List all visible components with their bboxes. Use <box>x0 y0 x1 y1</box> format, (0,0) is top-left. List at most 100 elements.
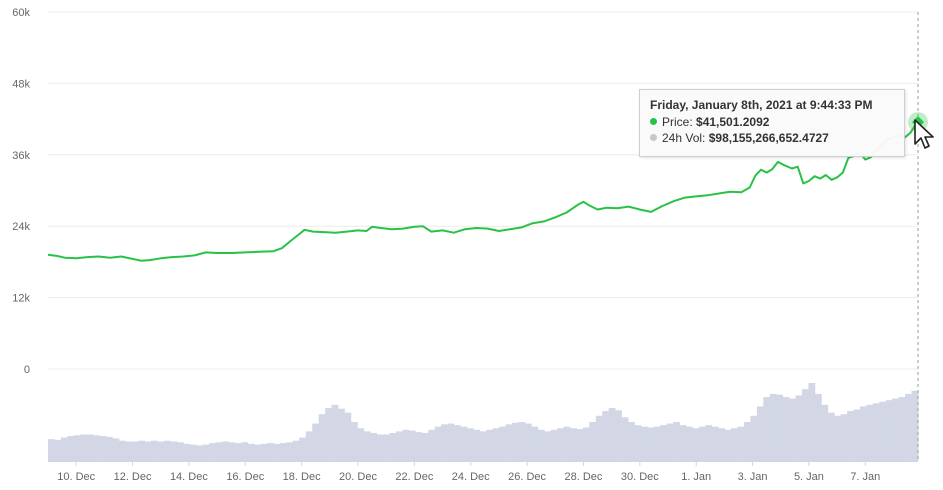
volume-bar <box>621 417 629 461</box>
volume-bar <box>189 444 197 461</box>
volume-bar <box>138 440 146 461</box>
volume-bar <box>744 422 751 461</box>
volume-bar <box>170 441 178 461</box>
volume-bar <box>898 397 906 461</box>
x-tick-label: 12. Dec <box>114 471 152 483</box>
volume-bar <box>505 424 513 461</box>
volume-bar <box>357 428 365 461</box>
volume-bar <box>634 425 642 461</box>
volume-bar <box>737 426 745 461</box>
volume-bar <box>653 426 661 461</box>
volume-bar <box>434 426 442 461</box>
volume-bar <box>67 436 75 461</box>
volume-bar <box>492 428 500 461</box>
volume-bar <box>834 415 842 461</box>
volume-bar <box>441 424 448 461</box>
y-tick-label: 12k <box>12 293 30 305</box>
volume-bar <box>267 443 274 461</box>
x-tick-label: 3. Jan <box>738 471 768 483</box>
volume-bar <box>724 429 732 461</box>
volume-bar <box>763 397 771 461</box>
volume-bar <box>273 443 281 461</box>
volume-bar <box>93 435 100 461</box>
volume-dot-icon <box>650 134 657 141</box>
volume-bar <box>537 429 545 461</box>
volume-bar <box>866 404 874 461</box>
volume-bar <box>338 408 345 461</box>
volume-bar <box>711 426 719 461</box>
volume-bar <box>499 426 506 461</box>
volume-bar <box>350 422 358 461</box>
volume-bar <box>692 428 700 461</box>
volume-bar <box>576 429 584 461</box>
volume-bar <box>802 389 809 461</box>
volume-bar <box>215 442 223 461</box>
volume-bar <box>479 431 487 461</box>
volume-bar <box>769 393 777 461</box>
volume-bar <box>756 406 764 461</box>
volume-bar <box>905 393 912 461</box>
volume-bar <box>428 429 436 461</box>
volume-bar <box>686 426 693 461</box>
volume-bar <box>164 440 171 461</box>
volume-bar <box>679 425 687 461</box>
volume-bar <box>234 443 242 461</box>
volume-bar <box>660 425 668 461</box>
volume-bar <box>466 428 474 461</box>
volume-bar <box>318 414 326 461</box>
volume-bar <box>202 444 210 461</box>
volume-bar <box>563 426 571 461</box>
volume-bar <box>892 398 900 461</box>
volume-bar <box>60 437 68 461</box>
volume-bar <box>151 440 158 461</box>
volume-bar <box>312 423 320 461</box>
x-axis: 10. Dec 12. Dec 14. Dec 16. Dec 18. Dec 20. D… <box>48 461 918 483</box>
x-tick-label: 20. Dec <box>339 471 377 483</box>
volume-bar <box>911 390 919 461</box>
volume-bar <box>486 429 494 461</box>
volume-bar <box>402 429 410 461</box>
volume-bar <box>73 435 81 461</box>
volume-bar <box>344 412 352 461</box>
price-tooltip: Friday, January 8th, 2021 at 9:44:33 PM … <box>639 89 905 157</box>
price-dot-icon <box>650 118 657 125</box>
volume-bar <box>698 426 706 461</box>
volume-bar <box>782 397 790 461</box>
x-tick-label: 1. Jan <box>681 471 711 483</box>
volume-bar <box>827 412 835 461</box>
y-tick-label: 36k <box>12 150 30 162</box>
volume-bar <box>241 442 249 461</box>
tooltip-price-label: Price: <box>662 115 693 129</box>
volume-bar <box>640 426 648 461</box>
volume-bar <box>460 426 468 461</box>
tooltip-price-row: Price: $41,501.2092 <box>650 114 894 130</box>
grid-lines <box>48 11 918 370</box>
volume-bar <box>80 434 88 461</box>
tooltip-title: Friday, January 8th, 2021 at 9:44:33 PM <box>650 98 873 112</box>
y-tick-label: 60k <box>12 7 30 19</box>
volume-bar <box>750 415 758 461</box>
volume-bar <box>582 427 590 461</box>
volume-bar <box>524 423 532 461</box>
volume-bar <box>557 428 564 461</box>
volume-bar <box>673 422 680 461</box>
volume-bar <box>776 394 784 461</box>
volume-bar <box>518 422 526 461</box>
volume-bar <box>415 432 423 461</box>
x-tick-label: 7. Jan <box>850 471 880 483</box>
tooltip-price-value: $41,501.2092 <box>696 115 770 129</box>
volume-bar <box>840 414 848 461</box>
x-tick-label: 22. Dec <box>395 471 433 483</box>
volume-bar <box>570 428 577 461</box>
volume-bar <box>331 404 339 461</box>
x-tick-label: 10. Dec <box>57 471 95 483</box>
volume-bar <box>383 434 390 461</box>
volume-bar <box>376 434 384 461</box>
volume-bar <box>222 441 229 461</box>
volume-bar <box>705 425 713 461</box>
volume-bar <box>196 445 204 461</box>
x-tick-label: 14. Dec <box>170 471 208 483</box>
tooltip-volume-label: 24h Vol: <box>662 131 706 145</box>
x-tick-label: 5. Jan <box>794 471 824 483</box>
